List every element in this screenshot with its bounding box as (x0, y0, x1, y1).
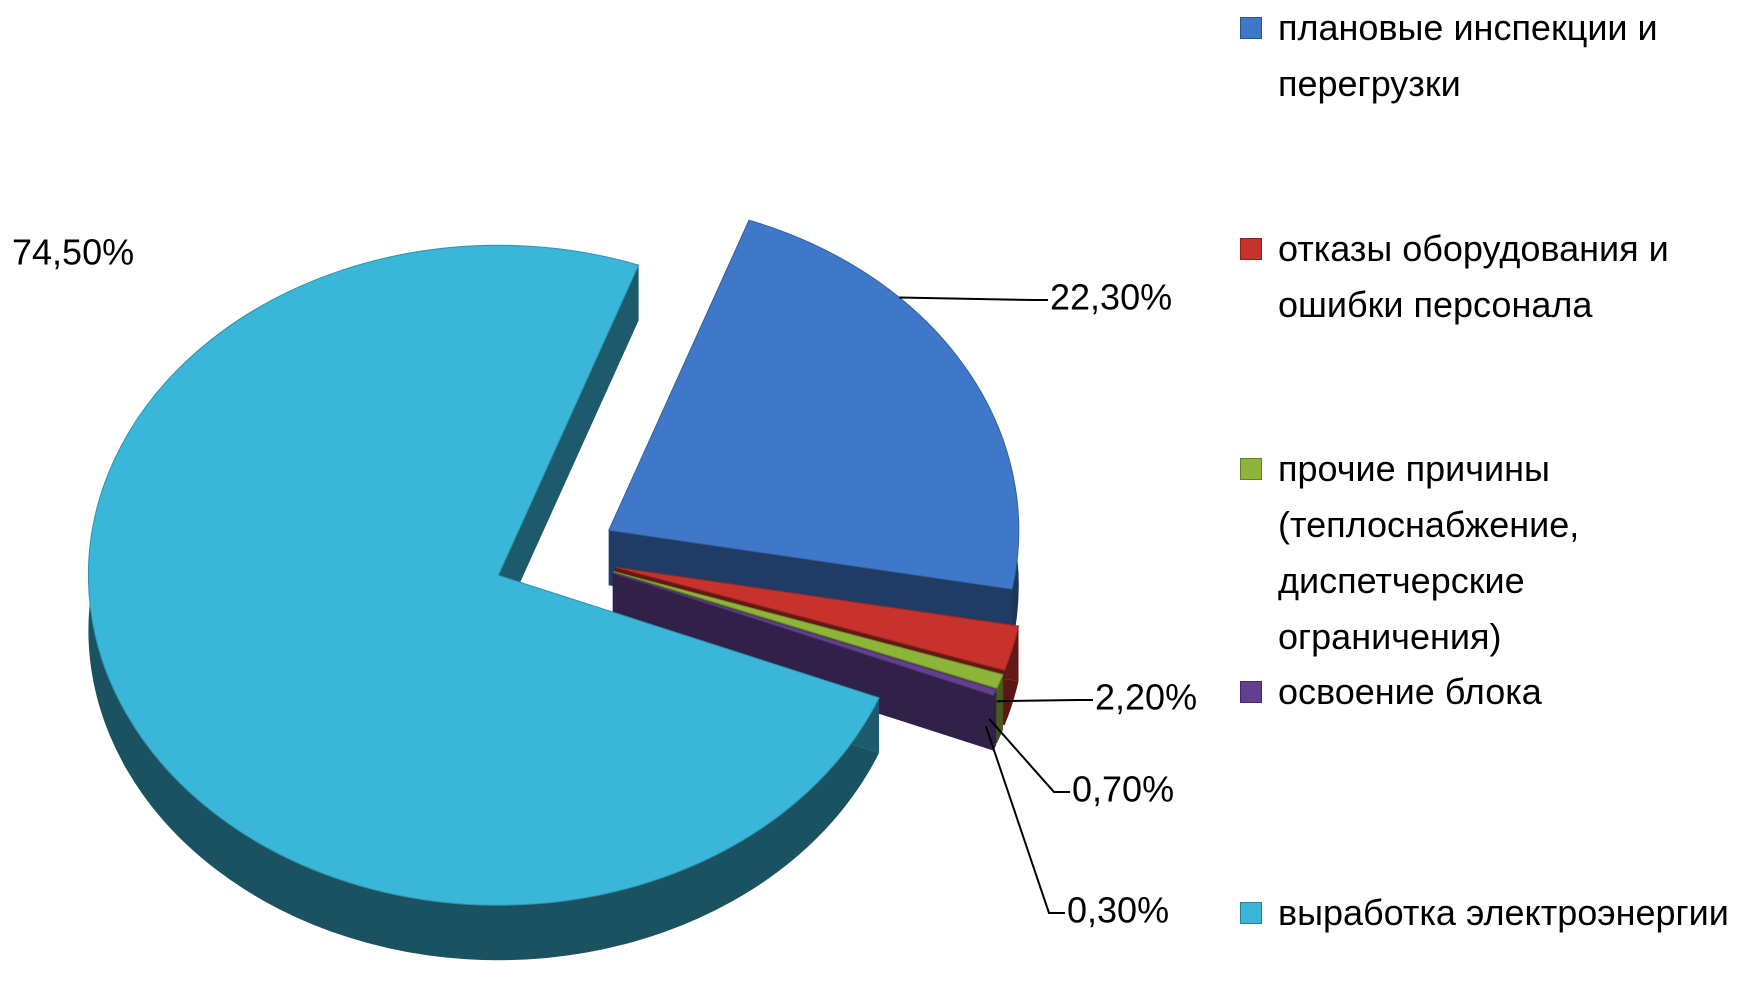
legend-entry: отказы оборудования и ошибки персонала (1240, 221, 1740, 333)
leader-line (899, 296, 1048, 301)
legend-swatch (1240, 458, 1262, 480)
slice-tops (87, 219, 1020, 906)
slice (612, 572, 997, 697)
data-label: 74,50% (12, 232, 134, 273)
leader-line (984, 725, 1065, 914)
slice-side (498, 265, 639, 631)
legend-swatch (1240, 17, 1262, 39)
data-label: 0,70% (1072, 769, 1174, 810)
data-label: 22,30% (1050, 277, 1172, 318)
legend-entry: плановые инспекции и перегрузки (1240, 0, 1740, 112)
slice (613, 571, 1004, 689)
legend-entry: освоение блока (1240, 664, 1740, 720)
data-label: 2,20% (1095, 677, 1197, 718)
legend-entry: прочие причины (теплоснабжение, диспетче… (1240, 441, 1740, 665)
legend-label: освоение блока (1278, 671, 1542, 712)
legend-label: плановые инспекции и перегрузки (1278, 7, 1658, 104)
legend-label: прочие причины (теплоснабжение, диспетче… (1278, 448, 1580, 657)
legend-swatch (1240, 238, 1262, 260)
legend-swatch (1240, 681, 1262, 703)
legend-swatch (1240, 902, 1262, 924)
data-label: 0,30% (1067, 890, 1169, 931)
legend-label: выработка электроэнергии (1278, 892, 1729, 933)
leader-line (988, 718, 1070, 793)
legend-label: отказы оборудования и ошибки персонала (1278, 228, 1669, 325)
leader-line (996, 699, 1093, 703)
slice (87, 244, 880, 906)
slice (608, 219, 1020, 590)
legend-entry: выработка электроэнергии (1240, 885, 1740, 941)
slice (614, 566, 1020, 671)
slice-side (612, 572, 994, 751)
